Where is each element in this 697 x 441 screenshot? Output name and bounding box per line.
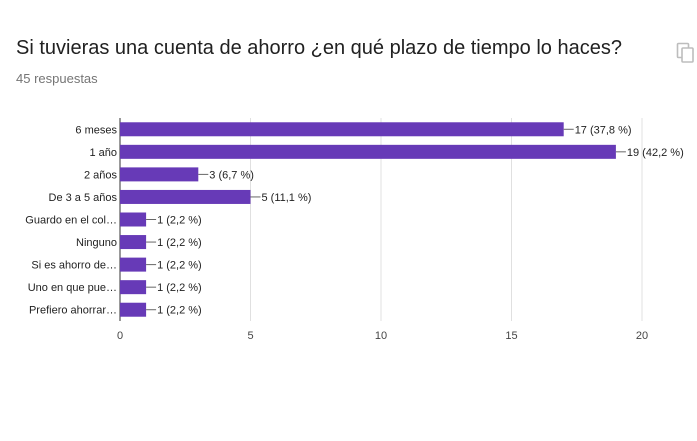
data-label: 17 (37,8 %) (575, 124, 632, 136)
data-label: 1 (2,2 %) (157, 215, 202, 227)
data-label: 1 (2,2 %) (157, 282, 202, 294)
data-label: 3 (6,7 %) (209, 169, 254, 181)
category-label: 1 año (89, 147, 117, 159)
category-label: Si es ahorro de… (31, 260, 117, 272)
category-label: Uno en que pue… (28, 282, 117, 294)
x-tick-label: 5 (247, 330, 253, 342)
bar (120, 167, 199, 182)
category-label: Guardo en el col… (25, 215, 117, 227)
copy-chart-button[interactable] (676, 42, 696, 64)
bar (120, 280, 147, 295)
data-label: 1 (2,2 %) (157, 305, 202, 317)
bar (120, 122, 564, 137)
data-label: 19 (42,2 %) (627, 147, 684, 159)
data-label: 1 (2,2 %) (157, 260, 202, 272)
bar (120, 302, 147, 317)
data-label: 1 (2,2 %) (157, 237, 202, 249)
bar (120, 235, 147, 250)
x-tick-label: 10 (375, 330, 387, 342)
bar (120, 257, 147, 272)
copy-icon (676, 42, 694, 63)
category-label: 6 meses (75, 124, 117, 136)
bar (120, 189, 251, 204)
category-label: Ninguno (76, 237, 117, 249)
category-label: 2 años (84, 169, 118, 181)
x-tick-label: 0 (117, 330, 123, 342)
x-tick-label: 15 (505, 330, 517, 342)
data-label: 5 (11,1 %) (262, 192, 312, 204)
response-count: 45 respuestas (16, 71, 98, 86)
category-label: Prefiero ahorrar… (29, 305, 117, 317)
chart-title: Si tuvieras una cuenta de ahorro ¿en qué… (16, 37, 622, 59)
bar (120, 144, 616, 159)
bar (120, 212, 147, 227)
category-label: De 3 a 5 años (49, 192, 118, 204)
x-tick-label: 20 (636, 330, 648, 342)
